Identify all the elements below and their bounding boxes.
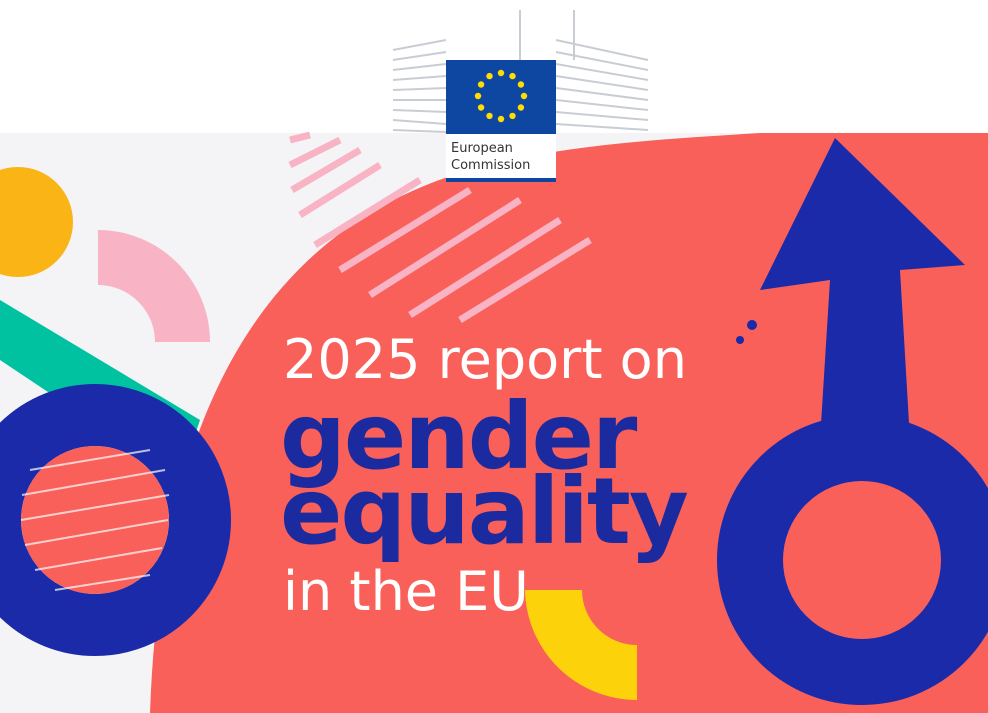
eu-stars <box>474 69 528 123</box>
title-line: 2025 report on <box>283 328 687 391</box>
building <box>392 10 649 133</box>
star <box>497 115 505 123</box>
star <box>477 81 485 88</box>
splash <box>747 320 757 330</box>
male-ring <box>717 415 988 705</box>
yellow-circle <box>0 167 73 277</box>
yellow-arc <box>525 590 637 701</box>
splash <box>736 336 744 344</box>
stripes <box>288 131 592 323</box>
ring-inner <box>21 446 169 594</box>
star <box>509 72 516 80</box>
star <box>486 112 493 120</box>
ring-stripes <box>20 449 170 591</box>
star <box>509 112 516 120</box>
logo-line <box>446 178 556 182</box>
title-line: in the EU <box>283 560 529 623</box>
blue-ring <box>0 384 231 656</box>
logo-text: European <box>451 141 513 156</box>
title-highlight: gender <box>280 383 638 490</box>
logo-box <box>446 134 556 180</box>
star <box>520 92 528 100</box>
star <box>517 104 525 111</box>
star <box>486 72 493 80</box>
logo-text: Commission <box>451 158 530 173</box>
male-arrow <box>760 138 965 440</box>
star <box>517 81 525 88</box>
star <box>477 104 485 111</box>
title-highlight: equality <box>280 458 688 565</box>
star <box>474 92 482 100</box>
star <box>497 69 505 77</box>
pink-arc <box>98 230 210 342</box>
